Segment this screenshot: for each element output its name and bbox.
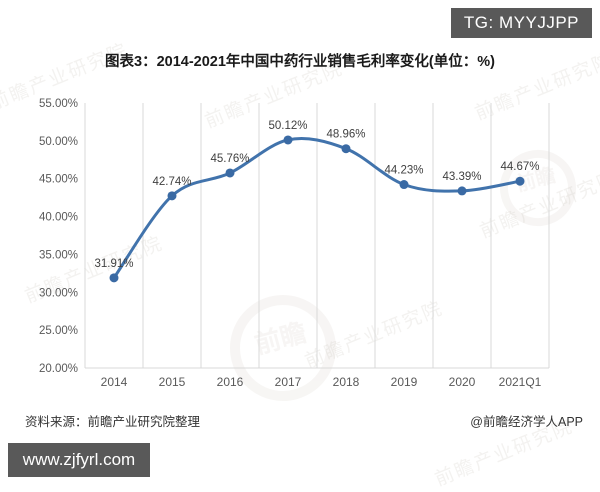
x-tick-label: 2018 [333,375,360,389]
data-label: 31.91% [94,258,133,270]
data-label: 42.74% [152,176,191,188]
chart-title: 图表3：2014-2021年中国中药行业销售毛利率变化(单位：%) [105,54,495,70]
x-tick-label: 2020 [449,375,476,389]
y-tick-label: 30.00% [39,287,78,299]
tg-badge: TG: MYYJJPP [450,8,592,38]
data-label: 48.96% [326,129,365,141]
data-point [341,144,351,154]
x-tick-label: 2017 [275,375,302,389]
y-tick-label: 55.00% [39,98,78,110]
y-tick-label: 45.00% [39,174,78,186]
data-point [109,273,119,283]
y-tick-label: 40.00% [39,212,78,224]
url-badge: www.zjfyrl.com [8,443,150,477]
data-point [283,135,293,145]
y-tick-label: 20.00% [39,363,78,375]
data-point [225,168,235,178]
data-point [515,176,525,186]
data-label: 44.23% [384,165,423,177]
x-tick-label: 2021Q1 [499,375,542,389]
x-tick-label: 2015 [159,375,186,389]
data-label: 44.67% [500,161,539,173]
x-tick-label: 2019 [391,375,418,389]
x-tick-label: 2016 [217,375,244,389]
y-tick-label: 35.00% [39,249,78,261]
data-label: 43.39% [442,171,481,183]
data-point [167,191,177,201]
data-point [399,180,409,190]
data-label: 50.12% [268,120,307,132]
line-chart: 20.00% 25.00% 30.00% 35.00% 40.00% 45.00% 50.0… [39,98,550,389]
y-tick-label: 25.00% [39,325,78,337]
y-tick-label: 50.00% [39,136,78,148]
data-point [457,186,467,196]
x-tick-label: 2014 [101,375,128,389]
source-note: 资料来源：前瞻产业研究院整理 [25,415,201,429]
credit-note: @前瞻经济学人APP [470,415,583,429]
data-label: 45.76% [210,153,249,165]
